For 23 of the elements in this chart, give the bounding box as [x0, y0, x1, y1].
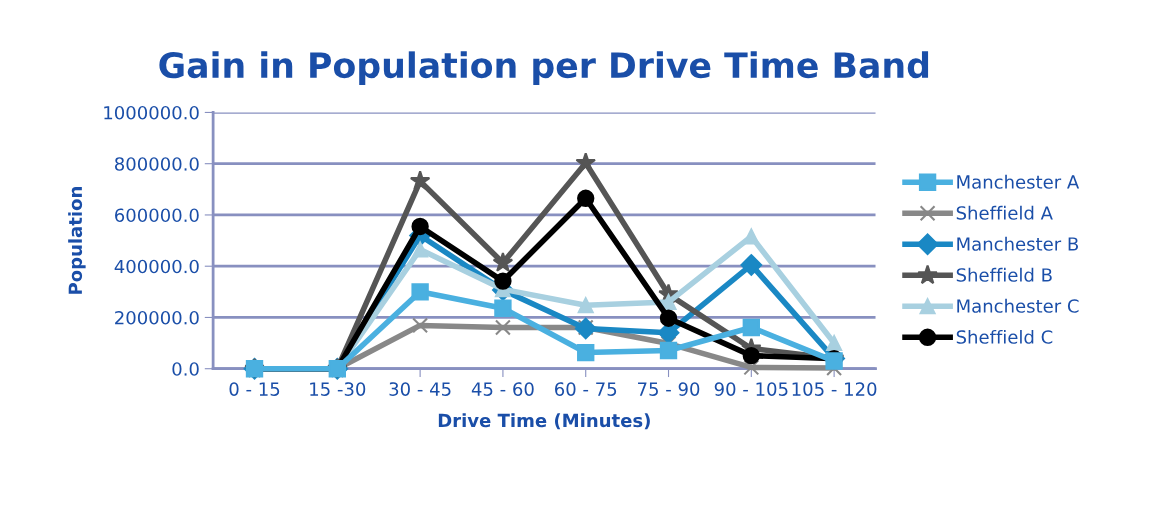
x-tick-label: 30 - 45 — [389, 382, 451, 396]
x-tick-label: 15 -30 — [310, 382, 366, 396]
y-axis-title: Population — [68, 187, 86, 294]
x-tick-label: 105 - 120 — [792, 382, 877, 396]
x-tick-label: 90 - 105 — [714, 382, 788, 396]
x-axis-title: Drive Time (Minutes) — [438, 413, 650, 430]
legend-label: Sheffield B — [956, 267, 1052, 282]
legend-label: Manchester A — [957, 174, 1080, 189]
x-tick-label: 45 - 60 — [471, 382, 534, 396]
legend-label: Sheffield A — [956, 205, 1053, 220]
y-tick-label: 600000.0 — [115, 208, 199, 223]
y-tick-label: 200000.0 — [115, 310, 199, 325]
legend-label: Manchester B — [957, 236, 1079, 251]
y-tick-label: 1000000.0 — [104, 105, 199, 120]
x-tick-label: 60 - 75 — [555, 382, 617, 396]
chart-title: Gain in Population per Drive Time Band — [159, 51, 929, 85]
legend-label: Sheffield C — [956, 329, 1053, 344]
x-tick-label: 0 - 15 — [229, 382, 280, 396]
x-tick-label: 75 - 90 — [638, 382, 700, 396]
y-tick-label: 800000.0 — [115, 157, 199, 171]
legend-label: Manchester C — [957, 298, 1079, 313]
y-tick-label: 400000.0 — [114, 259, 199, 274]
y-tick-label: 0.0 — [172, 362, 199, 376]
